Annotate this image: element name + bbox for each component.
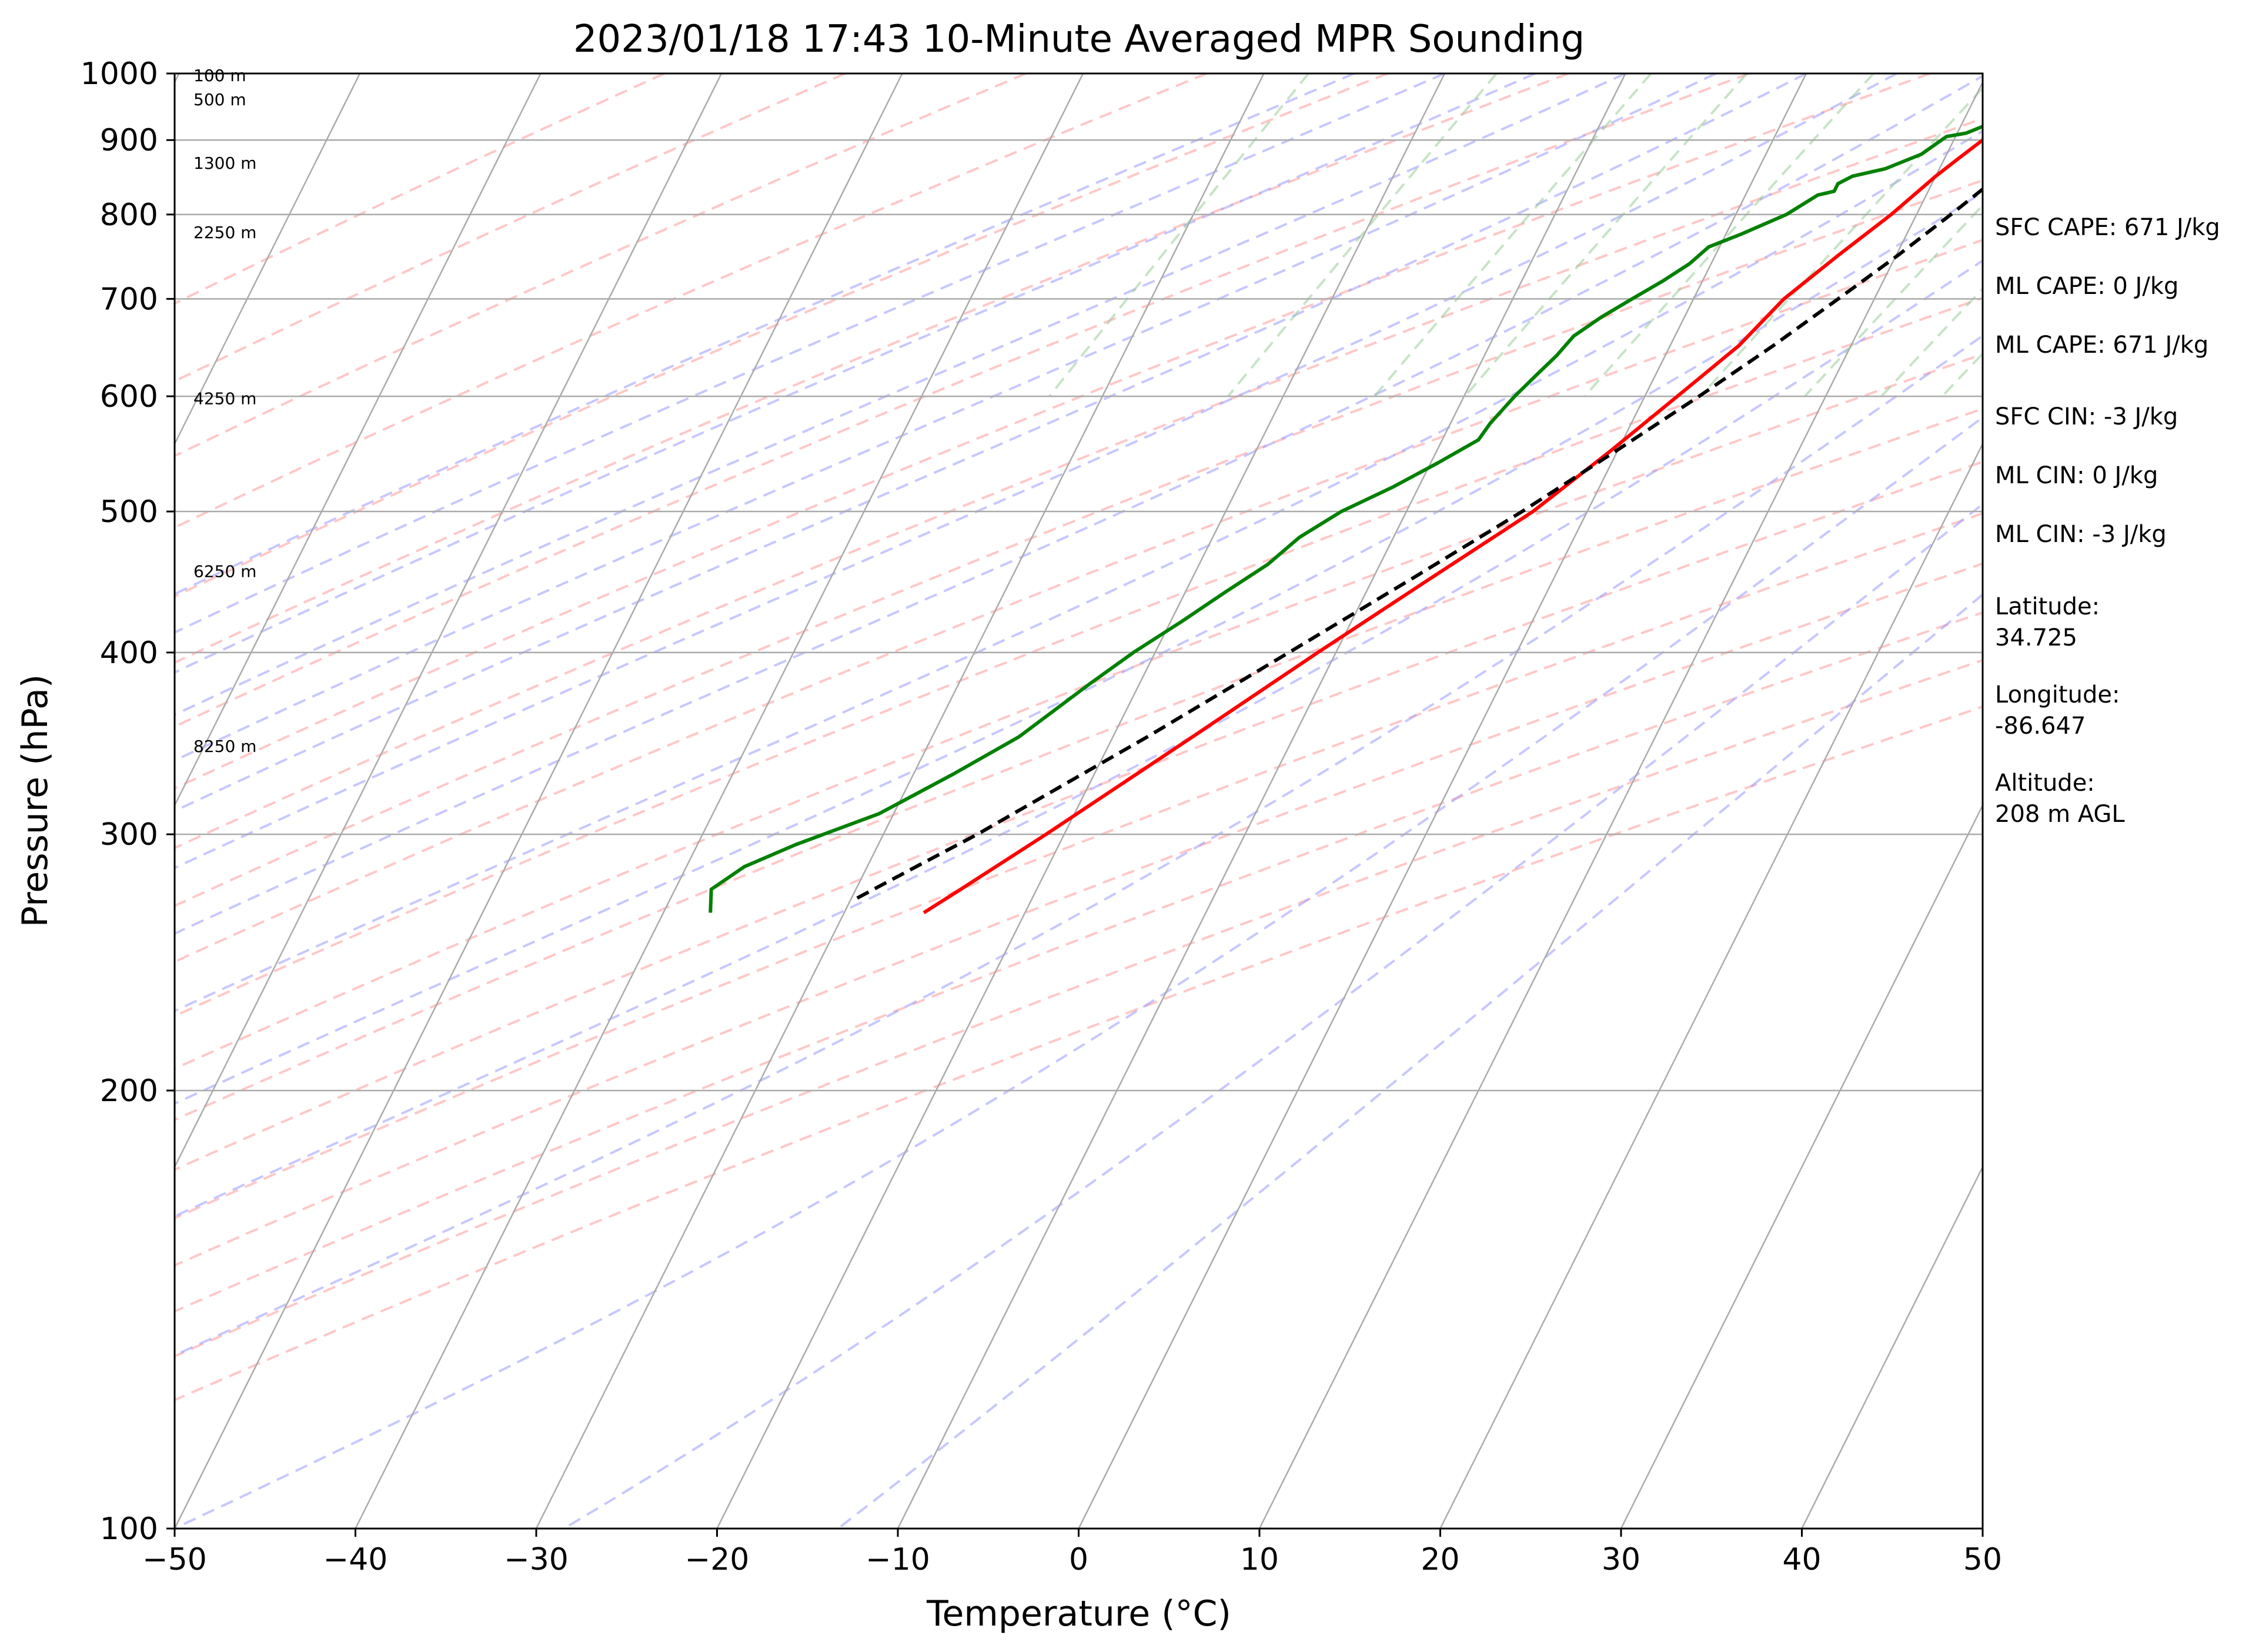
isotherm xyxy=(897,73,1626,1529)
isotherm xyxy=(175,73,903,1529)
altitude-label: 500 m xyxy=(193,90,246,109)
mixing-ratio-line xyxy=(1880,287,1983,397)
dry-adiabat xyxy=(175,73,1931,790)
x-tick-label: 50 xyxy=(1963,1542,2002,1577)
y-tick-label: 400 xyxy=(100,636,158,671)
stat-annotation: Longitude: xyxy=(1995,681,2120,708)
y-tick-label: 300 xyxy=(100,817,158,852)
dry-adiabat xyxy=(175,73,846,383)
dry-adiabat xyxy=(175,73,1569,664)
y-tick-label: 900 xyxy=(100,123,158,158)
isotherm xyxy=(175,73,723,1169)
moist-adiabat xyxy=(175,75,1983,935)
y-tick-label: 1000 xyxy=(81,56,158,92)
isotherm xyxy=(355,73,1084,1529)
dry-adiabat xyxy=(175,611,1983,1313)
chart-title: 2023/01/18 17:43 10-Minute Averaged MPR … xyxy=(573,18,1585,61)
mixing-ratio-line xyxy=(1227,73,1498,397)
x-tick-label: −10 xyxy=(865,1542,930,1577)
x-tick-label: 0 xyxy=(1069,1542,1088,1577)
dry-adiabat xyxy=(175,117,1983,850)
stat-annotation: ML CAPE: 671 J/kg xyxy=(1995,332,2208,359)
x-tick-label: 20 xyxy=(1421,1542,1459,1577)
stat-annotation: 208 m AGL xyxy=(1995,801,2125,828)
moist-adiabat xyxy=(175,73,1536,674)
y-tick-label: 800 xyxy=(100,198,158,233)
dewpoint-profile-line xyxy=(709,124,1983,913)
moist-adiabat xyxy=(175,73,1445,634)
isotherm xyxy=(175,73,542,807)
y-axis-label: Pressure (hPa) xyxy=(15,674,56,927)
dry-adiabat xyxy=(175,460,1983,1171)
stat-annotation: ML CIN: 0 J/kg xyxy=(1995,462,2158,489)
stat-annotation: Latitude: xyxy=(1995,593,2100,620)
moist-adiabat xyxy=(563,503,1983,1529)
parcel-profile-line xyxy=(851,187,1983,903)
moist-adiabat xyxy=(175,190,1983,1105)
isotherm xyxy=(175,73,361,446)
isotherm xyxy=(1439,442,1983,1529)
altitude-label: 1300 m xyxy=(193,153,256,173)
temperature-profile-line xyxy=(923,138,1983,915)
x-tick-label: −40 xyxy=(323,1542,388,1577)
altitude-label: 100 m xyxy=(193,66,246,85)
stat-annotation: SFC CAPE: 671 J/kg xyxy=(1995,214,2220,241)
dry-adiabat xyxy=(175,407,1983,1122)
x-tick-label: 30 xyxy=(1602,1542,1640,1577)
x-tick-label: −20 xyxy=(685,1542,750,1577)
stat-annotation: SFC CIN: -3 J/kg xyxy=(1995,403,2178,430)
isotherm xyxy=(1078,73,1807,1529)
dry-adiabat xyxy=(175,562,1983,1267)
x-tick-label: 10 xyxy=(1240,1542,1279,1577)
moist-adiabat xyxy=(175,73,1355,596)
x-tick-label: −50 xyxy=(142,1542,207,1577)
stat-annotation: ML CIN: -3 J/kg xyxy=(1995,521,2167,548)
stat-annotation: 34.725 xyxy=(1995,624,2077,651)
dry-adiabat xyxy=(175,296,1983,1018)
moist-adiabat xyxy=(175,259,1983,1218)
altitude-label: 8250 m xyxy=(193,737,256,756)
altitude-label: 6250 m xyxy=(193,561,256,581)
altitude-label: 2250 m xyxy=(193,223,256,242)
y-tick-label: 500 xyxy=(100,494,158,530)
x-tick-label: 40 xyxy=(1782,1542,1821,1577)
isotherm xyxy=(1620,804,1983,1529)
x-axis-label: Temperature (°C) xyxy=(926,1593,1231,1634)
mixing-ratio-line xyxy=(1374,73,1652,397)
y-tick-label: 200 xyxy=(100,1074,158,1109)
moist-adiabat xyxy=(175,73,1807,812)
stat-annotation: Altitude: xyxy=(1995,770,2095,797)
isotherm xyxy=(716,73,1446,1529)
dry-adiabat xyxy=(175,73,1750,728)
mixing-ratio-line xyxy=(1464,73,1748,397)
y-tick-label: 600 xyxy=(100,379,158,414)
isotherm xyxy=(1801,1165,1983,1529)
stat-annotation: -86.647 xyxy=(1995,713,2086,740)
altitude-label: 4250 m xyxy=(193,389,256,409)
y-tick-label: 100 xyxy=(100,1511,158,1547)
moist-adiabat xyxy=(175,73,1897,870)
x-tick-label: −30 xyxy=(504,1542,569,1577)
moist-adiabat xyxy=(175,416,1983,1529)
moist-adiabat xyxy=(837,593,1983,1529)
dry-adiabat xyxy=(175,658,1983,1357)
y-tick-label: 700 xyxy=(100,282,158,317)
stat-annotation: ML CAPE: 0 J/kg xyxy=(1995,273,2178,300)
moist-adiabat xyxy=(175,73,1626,717)
dry-adiabat xyxy=(175,73,1208,529)
moist-adiabat xyxy=(175,73,1717,762)
dry-adiabat xyxy=(175,73,1388,598)
isotherm xyxy=(1258,81,1983,1529)
